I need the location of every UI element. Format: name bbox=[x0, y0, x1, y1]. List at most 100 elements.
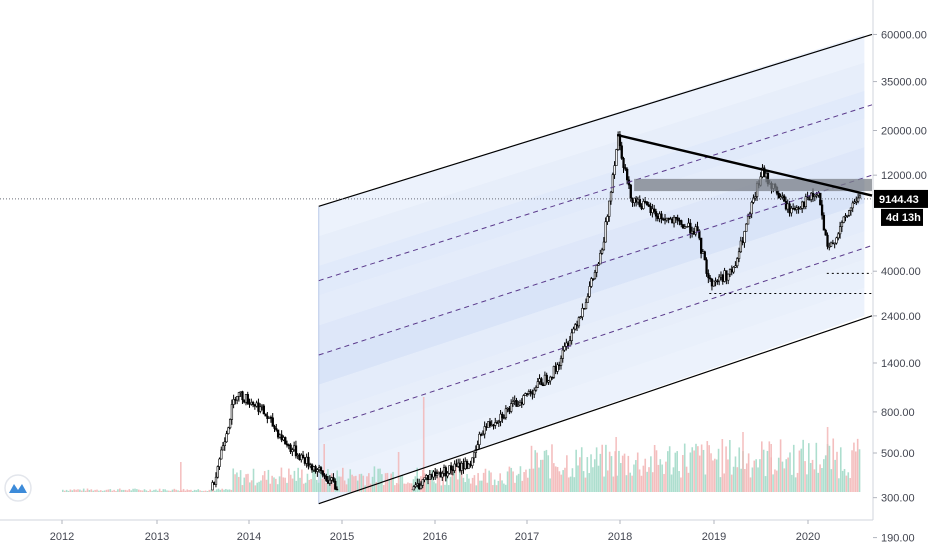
volume-bar bbox=[843, 468, 846, 492]
price-tick-label: 300.00 bbox=[881, 493, 915, 505]
volume-bar bbox=[601, 444, 603, 492]
volume-bar bbox=[697, 446, 699, 492]
volume-bar bbox=[761, 441, 763, 492]
volume-bar bbox=[802, 439, 804, 492]
candle-body bbox=[721, 274, 724, 282]
volume-bar bbox=[79, 489, 81, 492]
channel-layer bbox=[318, 34, 865, 504]
candle-body bbox=[802, 201, 806, 207]
volume-bar bbox=[590, 454, 592, 492]
volume-bar bbox=[564, 467, 566, 492]
volume-bar bbox=[738, 447, 741, 492]
volume-bar bbox=[753, 460, 756, 492]
volume-bar bbox=[401, 474, 404, 492]
candle-body bbox=[499, 413, 502, 422]
candle-body bbox=[213, 482, 216, 485]
candle-body bbox=[216, 466, 219, 478]
volume-bar bbox=[655, 450, 658, 492]
candle-body bbox=[458, 462, 462, 471]
volume-bar bbox=[734, 456, 737, 492]
volume-bar bbox=[512, 471, 514, 492]
volume-bar bbox=[188, 490, 190, 492]
candle-body bbox=[840, 222, 844, 227]
candle-body bbox=[575, 324, 579, 327]
volume-bar bbox=[239, 470, 242, 492]
candle-body bbox=[727, 273, 730, 281]
volume-bar bbox=[62, 489, 64, 492]
candle-body bbox=[829, 242, 833, 247]
current-price-label: 9144.43 bbox=[879, 194, 919, 206]
candle-body bbox=[487, 421, 490, 428]
volume-bar bbox=[742, 432, 744, 492]
channel-band bbox=[318, 90, 865, 296]
volume-bar bbox=[384, 473, 387, 492]
descending-trendline bbox=[616, 133, 873, 197]
volume-bar bbox=[577, 465, 579, 492]
candle-body bbox=[225, 433, 228, 443]
logo-badge[interactable] bbox=[4, 474, 32, 502]
volume-bar bbox=[234, 474, 236, 492]
channel-band bbox=[318, 287, 865, 504]
candle-body bbox=[844, 215, 847, 218]
volume-bar bbox=[749, 477, 752, 492]
volume-bar bbox=[379, 468, 381, 492]
candle-body bbox=[622, 158, 625, 168]
volume-bar bbox=[783, 468, 786, 492]
volume-bar bbox=[704, 474, 707, 492]
candle-body bbox=[611, 174, 614, 193]
candle-body bbox=[801, 201, 804, 209]
volume-bar bbox=[92, 490, 94, 492]
volume-bar bbox=[708, 445, 710, 492]
volume-bar bbox=[751, 467, 754, 492]
volume-bar bbox=[373, 466, 376, 492]
volume-bar bbox=[575, 449, 577, 492]
volume-bar bbox=[517, 473, 520, 492]
volume-bar bbox=[429, 477, 432, 492]
volume-bar bbox=[312, 467, 314, 492]
candle-body bbox=[752, 197, 755, 203]
candle-body bbox=[669, 218, 672, 221]
volume-bar bbox=[325, 482, 327, 492]
candle-body bbox=[243, 399, 246, 403]
volume-bar bbox=[605, 444, 607, 492]
volume-bar bbox=[488, 470, 490, 492]
volume-bar bbox=[519, 466, 522, 492]
candle-body bbox=[779, 196, 782, 199]
volume-bar bbox=[796, 472, 799, 492]
candle-body bbox=[694, 226, 697, 235]
volume-bar bbox=[147, 491, 150, 492]
countdown-label: 4d 13h bbox=[886, 212, 921, 224]
volume-bar bbox=[356, 480, 359, 492]
volume-bar bbox=[481, 480, 483, 492]
candle-body bbox=[687, 222, 690, 227]
volume-bar bbox=[727, 459, 729, 492]
price-tick-label: 4000.00 bbox=[881, 266, 921, 278]
volume-bar bbox=[162, 489, 165, 492]
volume-bar bbox=[567, 477, 570, 492]
volume-bar bbox=[241, 485, 244, 492]
candle-body bbox=[570, 332, 573, 341]
candle-body bbox=[750, 202, 753, 215]
volume-bar bbox=[100, 490, 102, 492]
candle-body bbox=[543, 374, 547, 386]
volume-bar bbox=[214, 490, 216, 492]
candle-body bbox=[725, 270, 728, 281]
candle-body bbox=[515, 400, 518, 407]
volume-bar bbox=[620, 463, 622, 492]
volume-bar bbox=[791, 474, 793, 492]
volume-bar bbox=[269, 483, 272, 492]
price-tick-label: 190.00 bbox=[881, 533, 915, 545]
price-tick-label: 12000.00 bbox=[881, 170, 927, 182]
candle-body bbox=[248, 403, 251, 405]
logo-mark-icon bbox=[9, 484, 27, 493]
candle-body bbox=[671, 218, 674, 224]
candle-body bbox=[307, 456, 310, 467]
volume-bar bbox=[856, 438, 859, 492]
volume-bar bbox=[423, 473, 426, 492]
volume-bar bbox=[629, 472, 631, 492]
volume-bar bbox=[399, 475, 402, 492]
candle-body bbox=[309, 464, 312, 467]
volume-bar bbox=[256, 482, 259, 492]
volume-bar bbox=[729, 440, 731, 492]
